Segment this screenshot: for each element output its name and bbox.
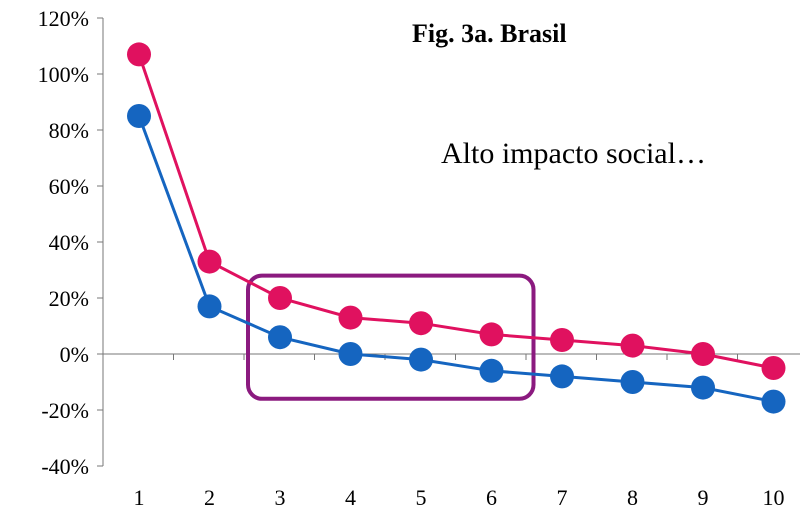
x-tick-label: 4 [345,485,356,510]
y-tick-label: 80% [49,118,89,143]
x-tick-label: 10 [763,485,785,510]
data-point [268,286,292,310]
data-point [479,322,504,347]
chart-title: Fig. 3a. Brasil [412,19,567,48]
series-line-1 [137,53,774,370]
data-point [127,104,151,128]
data-point [761,389,786,414]
y-tick-label: -40% [41,454,89,479]
data-point [620,370,645,394]
data-point [691,375,715,400]
series-layer [127,42,786,414]
data-point [550,364,574,389]
x-tick-label: 6 [486,485,497,510]
y-tick-label: 60% [49,174,89,199]
x-tick-label: 5 [416,485,427,510]
data-point [268,325,292,350]
x-tick-label: 2 [204,485,215,510]
y-tick-label: 0% [60,342,89,367]
y-tick-label: 20% [49,286,89,311]
data-point [409,347,433,372]
x-tick-label: 8 [627,485,638,510]
y-tick-label: 40% [49,230,89,255]
x-tick-label: 7 [557,485,568,510]
data-point [127,42,151,67]
y-tick-label: 120% [38,6,89,31]
data-point [691,342,715,366]
x-tick-label: 9 [698,485,709,510]
data-point [197,294,222,319]
data-point [197,249,222,274]
x-tick-label: 1 [134,485,145,510]
y-tick-label: 100% [38,62,89,87]
axes [97,17,800,467]
data-point [338,305,363,330]
data-point [620,333,645,358]
data-point [761,356,786,380]
data-point [409,311,433,336]
series-line-2 [137,115,774,404]
x-tick-label: 3 [275,485,286,510]
tick-labels: -40% -20% 0% 20% 40% 60% 80% 100% 120% 1 2 3 4 5 6 7 8 9 1… [38,6,785,510]
chart-annotation: Alto impacto social… [441,137,706,170]
data-point [550,328,574,352]
data-point [338,342,363,366]
data-point [479,358,504,383]
y-tick-label: -20% [41,398,89,423]
